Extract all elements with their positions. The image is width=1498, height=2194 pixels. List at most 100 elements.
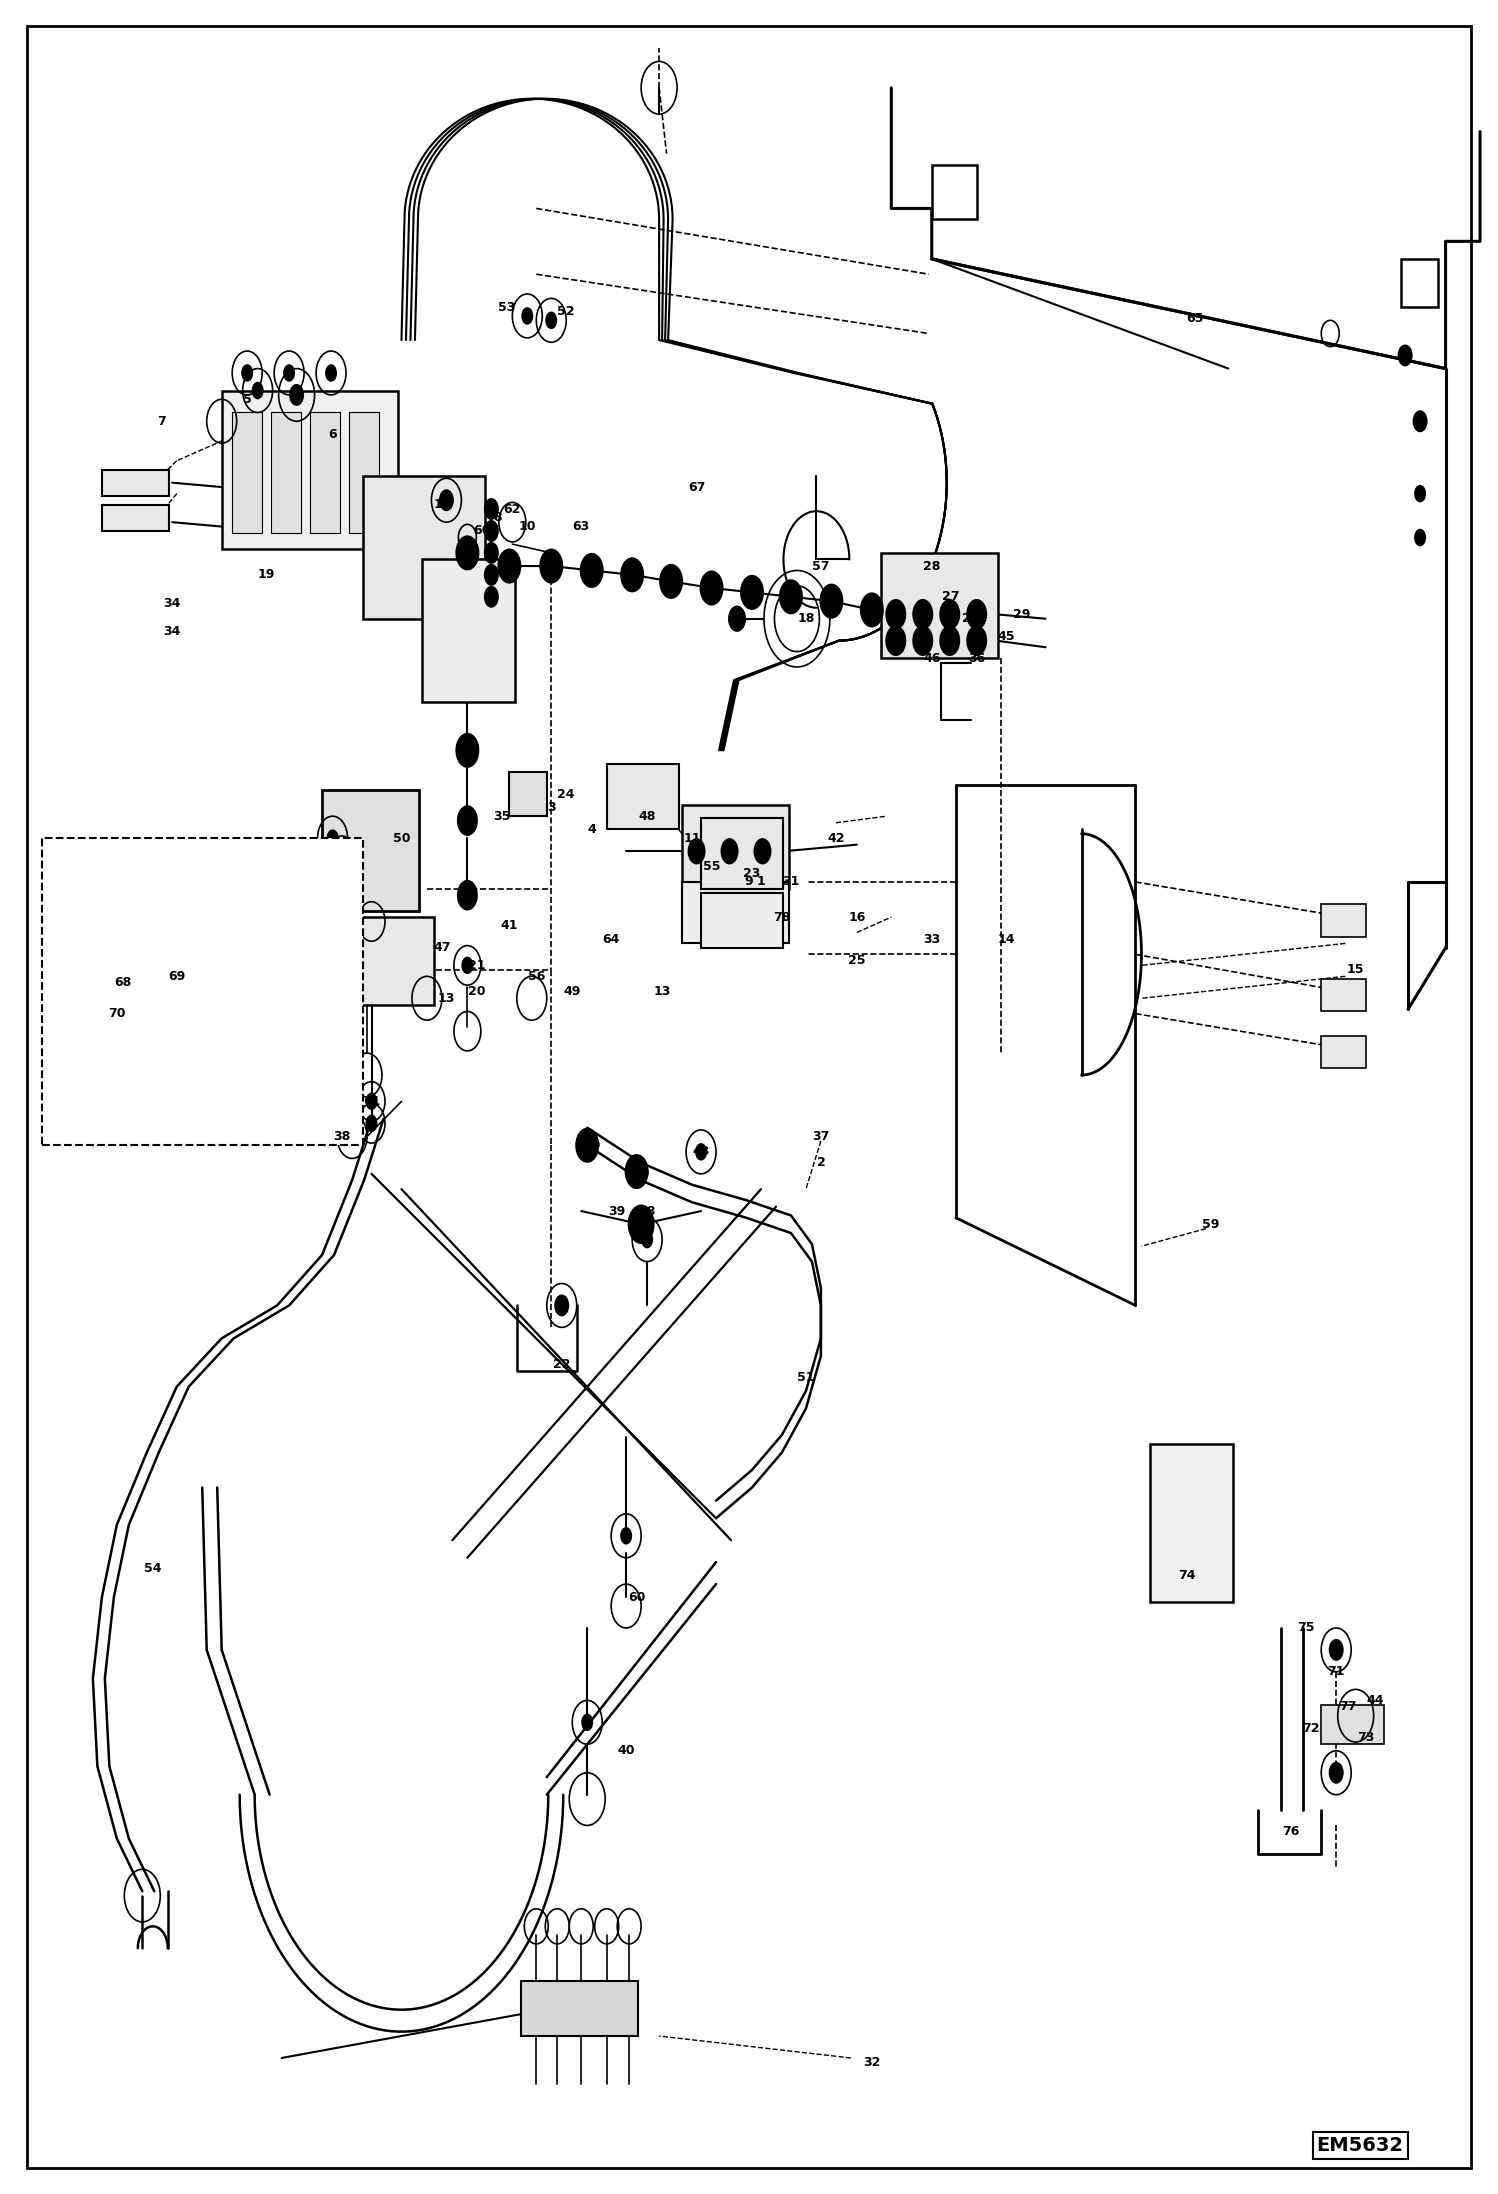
Circle shape — [366, 1093, 377, 1110]
Text: 46: 46 — [923, 652, 941, 665]
Text: 12: 12 — [863, 608, 881, 621]
Text: 31: 31 — [782, 875, 800, 889]
Text: 32: 32 — [863, 2056, 881, 2069]
Circle shape — [545, 312, 557, 329]
Circle shape — [1414, 529, 1426, 546]
Circle shape — [139, 965, 154, 987]
Text: 77: 77 — [1339, 1700, 1357, 1714]
Text: 50: 50 — [392, 832, 410, 845]
Circle shape — [721, 838, 739, 864]
Text: 6: 6 — [328, 428, 337, 441]
Circle shape — [497, 548, 521, 584]
Bar — [881, 553, 998, 658]
Circle shape — [966, 625, 987, 656]
Circle shape — [461, 957, 473, 974]
Text: 62: 62 — [503, 502, 521, 516]
Text: 59: 59 — [1201, 1218, 1219, 1231]
Text: 3: 3 — [547, 801, 556, 814]
Text: 60: 60 — [628, 1591, 646, 1604]
Bar — [1321, 1705, 1384, 1744]
Text: 45: 45 — [998, 630, 1016, 643]
Bar — [232, 412, 262, 533]
Circle shape — [346, 1128, 358, 1145]
Text: 16: 16 — [848, 911, 866, 924]
Text: 64: 64 — [602, 932, 620, 946]
Text: 47: 47 — [433, 941, 451, 954]
Circle shape — [455, 535, 479, 570]
Text: 37: 37 — [812, 1130, 830, 1143]
Text: 57: 57 — [812, 559, 830, 573]
Circle shape — [327, 829, 339, 847]
Circle shape — [457, 880, 478, 911]
Bar — [102, 470, 169, 496]
Bar — [102, 505, 169, 531]
Text: 51: 51 — [797, 1371, 815, 1384]
Circle shape — [779, 579, 803, 614]
Bar — [349, 412, 379, 533]
Circle shape — [740, 575, 764, 610]
Text: 75: 75 — [1297, 1621, 1315, 1635]
Text: 18: 18 — [797, 612, 815, 625]
Circle shape — [484, 498, 499, 520]
Circle shape — [885, 599, 906, 630]
Circle shape — [1329, 1762, 1344, 1784]
Circle shape — [580, 553, 604, 588]
Circle shape — [252, 382, 264, 399]
Circle shape — [554, 1294, 569, 1316]
Circle shape — [325, 364, 337, 382]
Text: 24: 24 — [557, 788, 575, 801]
Bar — [1321, 1036, 1366, 1068]
Circle shape — [659, 564, 683, 599]
Text: 52: 52 — [557, 305, 575, 318]
Text: EM5632: EM5632 — [1317, 2137, 1404, 2155]
Text: 10: 10 — [518, 520, 536, 533]
Circle shape — [966, 599, 987, 630]
Text: 67: 67 — [688, 480, 706, 494]
Circle shape — [628, 1205, 655, 1244]
Text: 28: 28 — [923, 559, 941, 573]
Text: 38: 38 — [333, 1130, 351, 1143]
Text: 56: 56 — [527, 970, 545, 983]
Text: 33: 33 — [923, 932, 941, 946]
Text: 23: 23 — [743, 867, 761, 880]
Circle shape — [336, 847, 348, 864]
Bar — [422, 559, 515, 702]
Circle shape — [700, 570, 724, 606]
Text: 39: 39 — [608, 1205, 626, 1218]
Text: 19: 19 — [258, 568, 276, 581]
Text: 30: 30 — [583, 1139, 601, 1152]
Text: 41: 41 — [500, 919, 518, 932]
Text: 9: 9 — [745, 875, 753, 889]
Text: 15: 15 — [1347, 963, 1365, 976]
Circle shape — [521, 307, 533, 325]
Text: 66: 66 — [473, 524, 491, 538]
Text: 5: 5 — [243, 393, 252, 406]
Bar — [682, 805, 789, 889]
Circle shape — [1413, 410, 1428, 432]
Text: 54: 54 — [144, 1562, 162, 1575]
Circle shape — [366, 1115, 377, 1132]
Text: 1: 1 — [756, 875, 765, 889]
Text: 26: 26 — [962, 612, 980, 625]
Circle shape — [289, 384, 304, 406]
Bar — [1150, 1444, 1233, 1602]
Text: 48: 48 — [638, 810, 656, 823]
Bar — [271, 412, 301, 533]
Bar — [1401, 259, 1438, 307]
Text: 44: 44 — [1366, 1694, 1384, 1707]
Circle shape — [939, 599, 960, 630]
Text: 58: 58 — [638, 1205, 656, 1218]
Circle shape — [1414, 485, 1426, 502]
Circle shape — [860, 592, 884, 627]
Text: 21: 21 — [467, 959, 485, 972]
Circle shape — [688, 838, 706, 864]
Bar — [352, 917, 434, 1005]
Text: 7: 7 — [157, 415, 166, 428]
Circle shape — [539, 548, 563, 584]
Circle shape — [484, 520, 499, 542]
Circle shape — [439, 489, 454, 511]
Text: 13: 13 — [437, 992, 455, 1005]
Text: 42: 42 — [827, 832, 845, 845]
Circle shape — [241, 364, 253, 382]
Circle shape — [1329, 1639, 1344, 1661]
